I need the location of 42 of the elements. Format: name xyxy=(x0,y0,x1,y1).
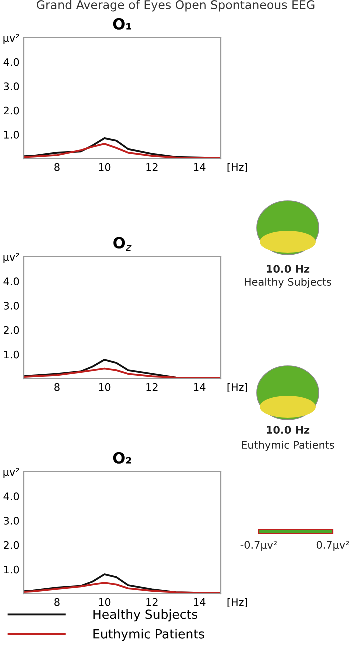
y-tick-label: 2.0 xyxy=(4,326,20,334)
x-axis-title: [Hz] xyxy=(228,163,248,173)
x-tick-label: 10 xyxy=(99,383,111,392)
text: Healthy Subjects xyxy=(244,278,332,288)
chart-title: O₁ xyxy=(113,18,132,30)
chart-title: O₂ xyxy=(113,452,132,464)
y-tick-label: μv² xyxy=(4,468,20,478)
x-tick-label: 14 xyxy=(194,383,206,392)
text: 10.0 Hz xyxy=(267,426,310,434)
y-tick-label: 4.0 xyxy=(4,58,20,66)
x-tick-label: 12 xyxy=(146,383,158,392)
text: 0.7μv² xyxy=(316,541,350,552)
chart-title: O$_{z}$ xyxy=(114,237,132,252)
text: Euthymic Patients xyxy=(242,440,334,452)
y-tick-label: 4.0 xyxy=(4,278,20,286)
y-tick-label: 3.0 xyxy=(4,82,20,91)
text: Grand Average of Eyes Open Spontaneous EEG xyxy=(37,0,315,12)
x-axis-title: [Hz] xyxy=(228,383,248,393)
x-tick-label: 12 xyxy=(146,163,158,172)
x-tick-label: 14 xyxy=(194,163,206,172)
y-tick-label: 1.0 xyxy=(4,131,20,139)
text: 10.0 Hz xyxy=(267,265,310,274)
y-tick-label: 4.0 xyxy=(4,492,20,501)
y-tick-label: μv² xyxy=(4,34,20,44)
x-axis-title: [Hz] xyxy=(228,598,248,608)
y-tick-label: μv² xyxy=(4,253,20,264)
y-tick-label: 2.0 xyxy=(4,106,20,115)
x-tick-label: 8 xyxy=(54,163,60,172)
x-tick-label: 10 xyxy=(99,598,111,606)
x-tick-label: 8 xyxy=(54,598,60,606)
x-tick-label: 14 xyxy=(194,598,206,606)
y-tick-label: 1.0 xyxy=(4,566,20,574)
legend-label: Euthymic Patients xyxy=(94,629,204,642)
y-tick-label: 3.0 xyxy=(4,302,20,310)
y-tick-label: 3.0 xyxy=(4,517,20,525)
x-tick-label: 12 xyxy=(146,598,158,606)
x-tick-label: 10 xyxy=(99,163,111,172)
x-tick-label: 8 xyxy=(54,383,60,392)
y-tick-label: 1.0 xyxy=(4,350,20,359)
legend-label: Healthy Subjects xyxy=(94,610,198,622)
text: -0.7μv² xyxy=(240,541,277,552)
y-tick-label: 2.0 xyxy=(4,541,20,550)
